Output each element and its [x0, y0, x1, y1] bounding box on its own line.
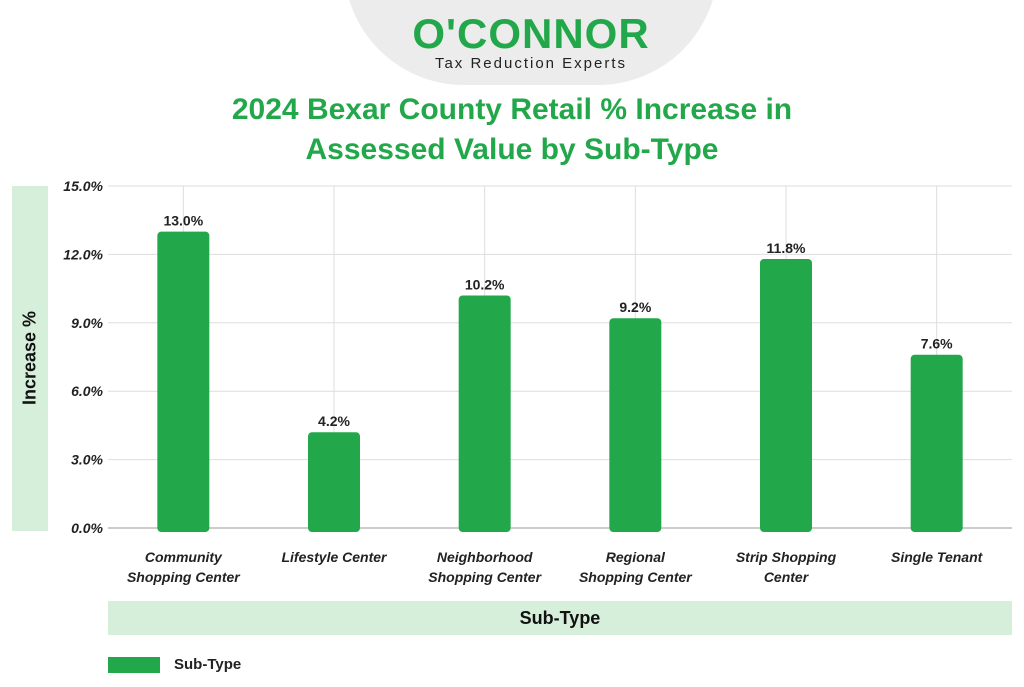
x-tick-label: Shopping Center [127, 569, 241, 585]
x-tick-label: Shopping Center [579, 569, 693, 585]
x-axis-label: Sub-Type [108, 601, 1012, 635]
x-tick-label: Strip Shopping [736, 549, 837, 565]
x-tick-label: Lifestyle Center [281, 549, 388, 565]
y-tick-label: 3.0% [71, 452, 103, 468]
y-tick-label: 12.0% [63, 246, 103, 262]
data-label: 4.2% [318, 413, 350, 429]
y-axis-label-band [12, 186, 48, 531]
x-tick-label: Community [145, 549, 223, 565]
bar-chart-plot: 0.0% 3.0% 6.0% 9.0% 12.0% 15.0% 13.0% Community… [63, 178, 1012, 585]
chart-title-line-1: 2024 Bexar County Retail % Increase in [231, 93, 793, 126]
bar [458, 295, 511, 532]
y-tick-label: 6.0% [71, 383, 103, 399]
bar [910, 354, 963, 532]
data-label: 9.2% [619, 299, 651, 315]
x-tick-label: Regional [606, 549, 666, 565]
legend-label: Sub-Type [174, 656, 242, 673]
bar [760, 258, 812, 532]
data-label: 7.6% [921, 336, 953, 352]
bar [157, 231, 210, 532]
y-tick-label: 9.0% [71, 315, 103, 331]
brand-tagline: Tax Reduction Experts [434, 55, 628, 72]
x-tick-label: Neighborhood [437, 549, 533, 565]
y-tick-label: 15.0% [63, 178, 103, 194]
data-label: 13.0% [163, 213, 203, 229]
data-label: 10.2% [465, 276, 505, 292]
chart-title-line-2: Assessed Value by Sub-Type [305, 133, 719, 166]
x-tick-label: Shopping Center [428, 569, 542, 585]
bar [308, 432, 360, 532]
y-tick-label: 0.0% [71, 520, 103, 536]
legend-swatch [108, 657, 160, 673]
bar [609, 318, 662, 532]
data-label: 11.8% [767, 240, 806, 256]
brand-logo: O'CONNOR [412, 10, 650, 57]
chart-title: 2024 Bexar County Retail % Increase in A… [0, 90, 1024, 170]
x-tick-label: Center [764, 569, 810, 585]
x-tick-label: Single Tenant [891, 549, 984, 565]
